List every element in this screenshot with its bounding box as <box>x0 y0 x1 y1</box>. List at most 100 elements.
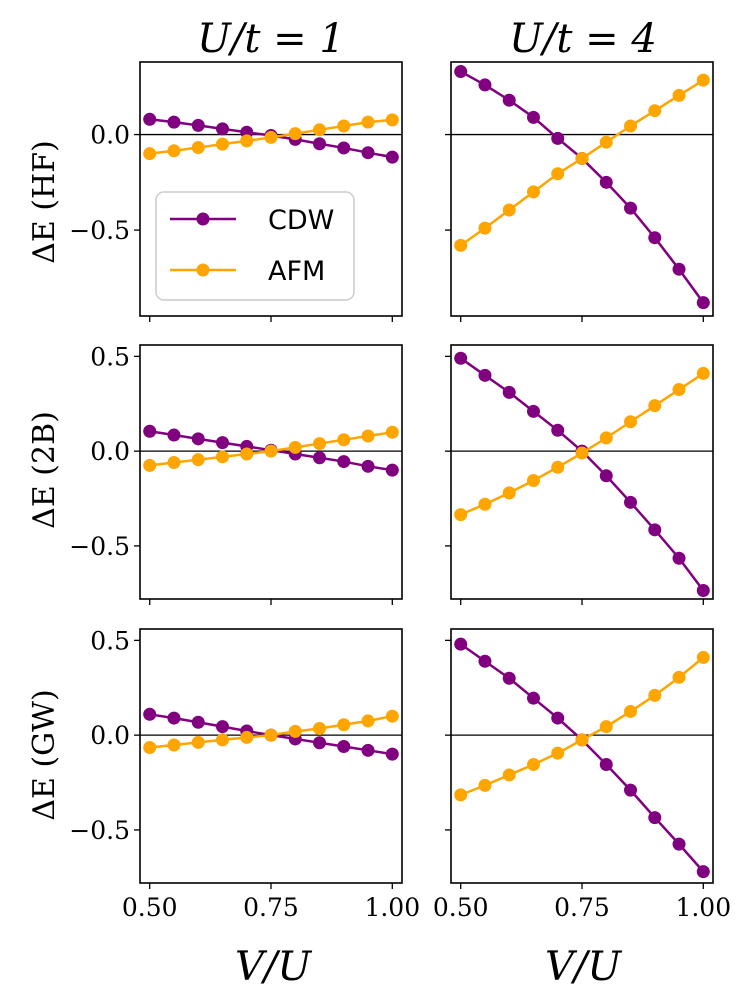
data-point-cdw <box>167 115 181 129</box>
data-point-cdw <box>167 711 181 725</box>
data-point-afm <box>215 137 229 151</box>
data-point-afm <box>167 144 181 158</box>
legend-marker-cdw <box>196 212 210 226</box>
column-title-1: U/t = 1 <box>197 16 345 62</box>
y-tick-label: −0.5 <box>69 532 130 561</box>
y-tick-label: 0.5 <box>90 626 130 655</box>
data-point-afm <box>264 444 278 458</box>
data-point-afm <box>385 425 399 439</box>
series-line-afm <box>460 656 705 797</box>
y-tick-label: 0.0 <box>90 721 130 750</box>
data-point-cdw <box>624 495 638 509</box>
data-point-cdw <box>696 865 710 879</box>
data-point-afm <box>526 185 540 199</box>
data-point-cdw <box>215 436 229 450</box>
data-point-afm <box>454 238 468 252</box>
axes-frame <box>139 344 403 600</box>
data-point-afm <box>599 431 613 445</box>
data-point-cdw <box>672 551 686 565</box>
column-title-2: U/t = 4 <box>509 16 657 62</box>
data-point-cdw <box>337 740 351 754</box>
data-point-afm <box>478 497 492 511</box>
data-point-afm <box>478 778 492 792</box>
data-point-cdw <box>551 423 565 437</box>
data-point-afm <box>313 123 327 137</box>
data-point-cdw <box>672 262 686 276</box>
data-point-cdw <box>599 175 613 189</box>
data-point-cdw <box>648 523 662 537</box>
series-line-afm <box>460 372 704 516</box>
data-point-cdw <box>454 637 468 651</box>
data-point-cdw <box>526 691 540 705</box>
series-line-cdw <box>459 357 705 592</box>
data-point-cdw <box>454 65 468 79</box>
data-point-afm <box>696 73 710 87</box>
axes-frame <box>139 628 403 884</box>
data-point-afm <box>599 135 613 149</box>
data-point-afm <box>672 383 686 397</box>
data-point-cdw <box>361 743 375 757</box>
x-axis-label-right: V/U <box>545 944 622 990</box>
data-point-cdw <box>143 707 157 721</box>
data-point-cdw <box>624 201 638 215</box>
x-tick-label: 0.50 <box>433 893 489 922</box>
data-point-afm <box>215 733 229 747</box>
data-point-afm <box>191 453 205 467</box>
data-point-afm <box>648 104 662 118</box>
panel-middle-right <box>445 344 714 605</box>
y-tick-label: 0.5 <box>90 342 130 371</box>
data-point-afm <box>385 709 399 723</box>
data-point-afm <box>240 447 254 461</box>
x-tick-label: 1.00 <box>675 893 731 922</box>
data-point-afm <box>551 460 565 474</box>
data-point-cdw <box>143 424 157 438</box>
data-point-afm <box>215 450 229 464</box>
y-tick-label: −0.5 <box>69 216 130 245</box>
panels-group: 0.0−0.50.50.0−0.50.50.0−0.50.50 0.75 1.00 0… <box>69 61 731 922</box>
data-point-cdw <box>191 118 205 132</box>
data-point-cdw <box>624 783 638 797</box>
panel-bottom-right: 0.50 0.75 1.00 <box>433 628 731 922</box>
data-point-cdw <box>215 720 229 734</box>
data-point-cdw <box>337 141 351 155</box>
data-point-cdw <box>526 404 540 418</box>
data-point-afm <box>478 221 492 235</box>
data-point-cdw <box>385 463 399 477</box>
x-axis-label-left: V/U <box>235 944 312 990</box>
data-point-cdw <box>551 711 565 725</box>
data-point-cdw <box>502 385 516 399</box>
data-point-afm <box>264 130 278 144</box>
data-point-afm <box>526 758 540 772</box>
data-point-afm <box>648 688 662 702</box>
data-point-cdw <box>599 469 613 483</box>
data-point-cdw <box>313 137 327 151</box>
data-point-afm <box>337 433 351 447</box>
series-line-cdw <box>459 643 705 873</box>
data-point-afm <box>648 399 662 413</box>
data-point-afm <box>502 203 516 217</box>
data-point-afm <box>575 733 589 747</box>
data-point-cdw <box>385 150 399 164</box>
data-point-afm <box>624 119 638 133</box>
data-point-cdw <box>599 758 613 772</box>
legend: CDW AFM <box>155 191 355 301</box>
data-point-afm <box>264 728 278 742</box>
data-point-afm <box>672 88 686 102</box>
data-point-cdw <box>648 811 662 825</box>
row-label-2b: ΔE (2B) <box>27 411 62 529</box>
data-point-cdw <box>502 671 516 685</box>
data-point-cdw <box>478 654 492 668</box>
data-point-afm <box>313 437 327 451</box>
data-point-afm <box>337 718 351 732</box>
y-tick-label: 0.0 <box>90 121 130 150</box>
data-point-afm <box>143 458 157 472</box>
y-tick-label: −0.5 <box>69 816 130 845</box>
data-point-cdw <box>337 455 351 469</box>
data-point-cdw <box>526 110 540 124</box>
data-point-cdw <box>361 459 375 473</box>
data-point-afm <box>696 650 710 664</box>
data-point-afm <box>167 456 181 470</box>
data-point-afm <box>288 724 302 738</box>
data-point-afm <box>502 768 516 782</box>
